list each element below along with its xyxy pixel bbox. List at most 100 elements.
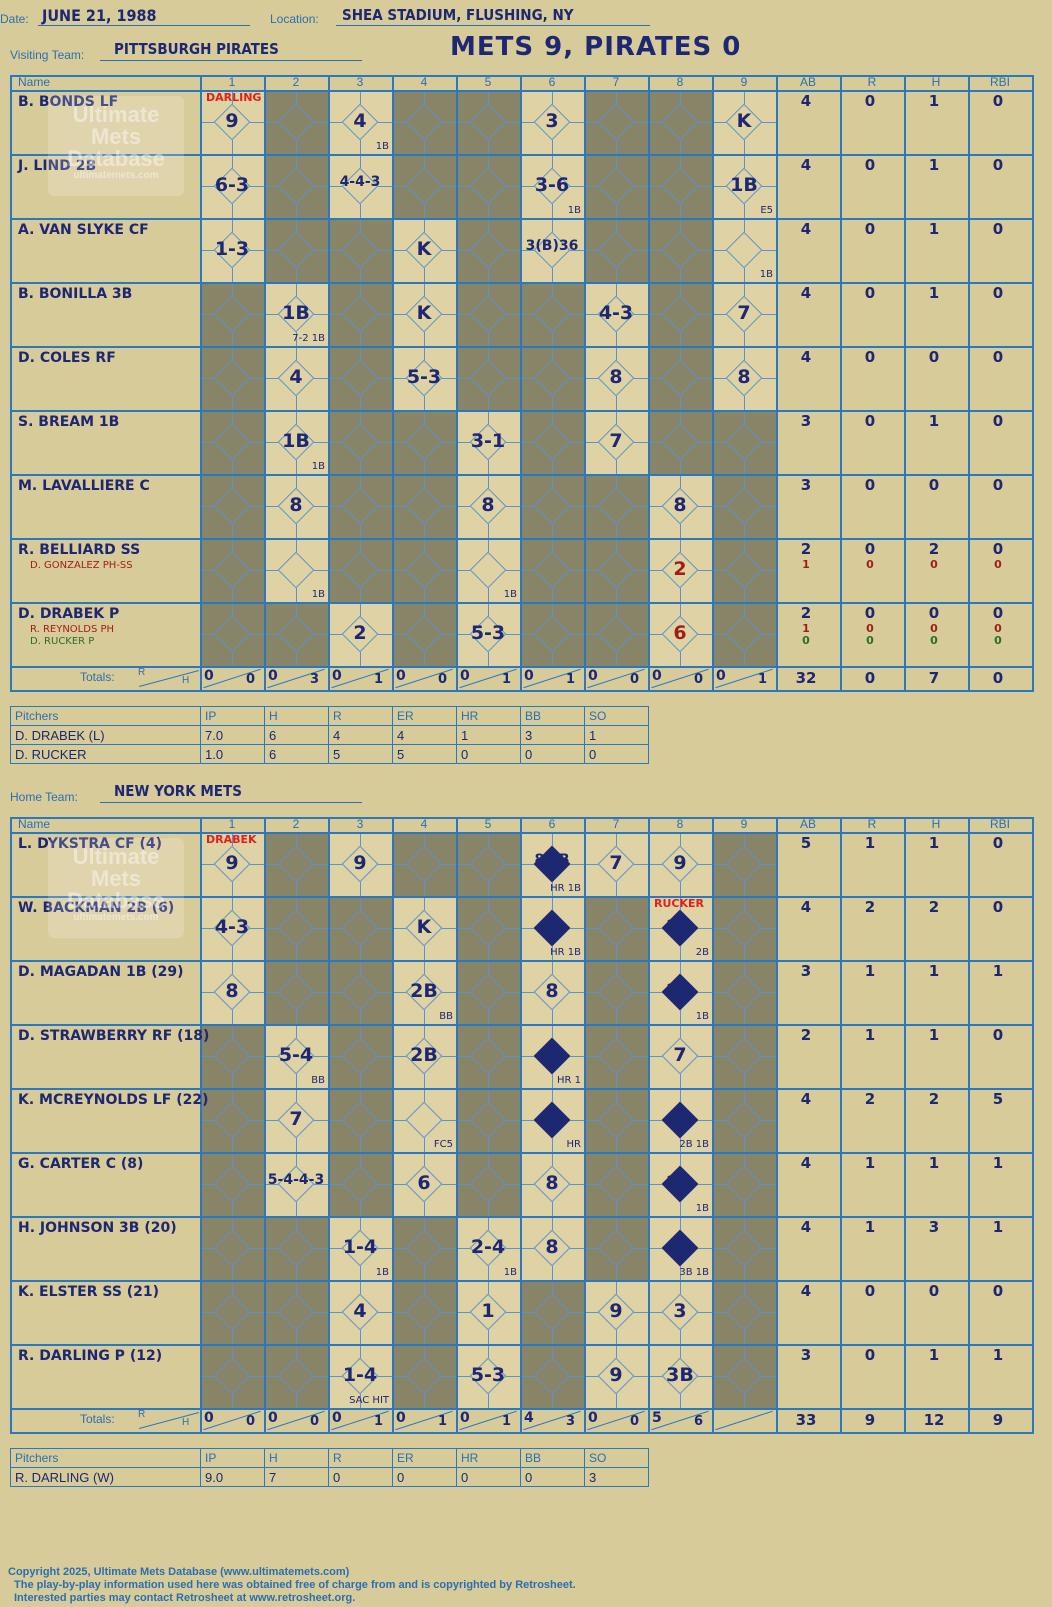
base-path-v — [232, 1280, 233, 1294]
base-diamond — [597, 103, 635, 141]
base-path-v — [424, 332, 425, 346]
base-path-v — [296, 204, 297, 218]
base-path-v — [744, 1024, 745, 1038]
base-path-h — [456, 442, 470, 443]
grid-line-v — [776, 75, 778, 692]
pitcher-row: R. DARLING (W) 9.0 7 0 0 0 0 3 — [10, 1467, 649, 1487]
play-result: 9 — [673, 852, 687, 874]
inning-hits: 0 — [310, 1414, 320, 1429]
base-path-v — [424, 882, 425, 896]
base-path-h — [456, 1184, 470, 1185]
base-path-v — [232, 1344, 233, 1358]
base-path-h — [328, 1376, 342, 1377]
base-path-h — [648, 1056, 662, 1057]
base-path-v — [232, 946, 233, 960]
base-path-v — [296, 90, 297, 104]
base-path-v — [744, 946, 745, 960]
name-header: Name — [18, 817, 51, 831]
play-note: 7-2 1B — [292, 333, 325, 344]
base-diamond — [533, 909, 571, 947]
base-path-h — [520, 506, 534, 507]
base-path-v — [296, 1216, 297, 1230]
base-path-v — [616, 410, 617, 424]
pitcher-stat: 5 — [328, 744, 393, 764]
inning-cell — [456, 960, 520, 1024]
base-path-h — [378, 250, 392, 251]
base-path-h — [250, 250, 264, 251]
pitcher-stat: 3 — [520, 725, 585, 745]
base-path-h — [712, 992, 726, 993]
base-path-h — [392, 506, 406, 507]
stat-value: 4 — [800, 1282, 812, 1300]
inning-cell — [584, 538, 648, 602]
play-result: 3(B)36 — [525, 238, 579, 254]
base-diamond — [277, 909, 315, 947]
base-path-h — [392, 634, 406, 635]
base-path-v — [360, 410, 361, 424]
base-path-h — [442, 864, 456, 865]
base-path-h — [698, 864, 712, 865]
base-path-v — [232, 1010, 233, 1024]
date-label: Date: — [0, 12, 29, 26]
base-path-v — [232, 1074, 233, 1088]
starting-pitcher-note: DRABEK — [206, 833, 257, 846]
stat-value: 0 — [864, 348, 876, 366]
inning-cell: 7 — [648, 1024, 712, 1088]
location-label: Location: — [270, 12, 319, 26]
pitcher-header-row: Pitchers IP H R ER HR BB SO — [10, 1448, 649, 1468]
base-path-h — [442, 1120, 456, 1121]
base-path-h — [520, 378, 534, 379]
base-path-h — [264, 992, 278, 993]
base-path-v — [616, 346, 617, 360]
base-path-h — [520, 992, 534, 993]
inning-cell: 4 — [264, 346, 328, 410]
play-result: 2-4 — [470, 1236, 506, 1258]
base-path-v — [616, 896, 617, 910]
base-path-v — [680, 282, 681, 296]
stat-value: 2 — [864, 898, 876, 916]
base-path-h — [442, 442, 456, 443]
inning-cell: 1-3 — [200, 218, 264, 282]
inning-cell — [520, 410, 584, 474]
inning-cell — [520, 538, 584, 602]
base-path-h — [520, 570, 534, 571]
base-path-v — [552, 960, 553, 974]
base-path-h — [570, 634, 584, 635]
copyright: Copyright 2025, Ultimate Mets Database (… — [8, 1566, 350, 1578]
base-path-v — [232, 90, 233, 104]
base-path-h — [378, 1120, 392, 1121]
relief-pitcher-note: RUCKER — [654, 897, 704, 910]
pitcher-column-header: ER — [392, 706, 457, 726]
player-name: L. DYKSTRA CF (4) — [18, 836, 163, 852]
base-path-h — [328, 1120, 342, 1121]
inning-cell: 5-3 — [456, 1344, 520, 1408]
inning-cell: 3(B)36 — [520, 218, 584, 282]
base-diamond — [597, 167, 635, 205]
inning-cell — [264, 1344, 328, 1408]
base-path-v — [296, 268, 297, 282]
inning-header: 7 — [612, 75, 620, 89]
base-path-h — [200, 314, 214, 315]
base-path-v — [488, 140, 489, 154]
base-path-v — [424, 1216, 425, 1230]
base-diamond — [277, 167, 315, 205]
base-path-h — [392, 928, 406, 929]
base-path-v — [680, 1010, 681, 1024]
base-path-v — [744, 524, 745, 538]
base-path-v — [680, 882, 681, 896]
base-path-v — [360, 282, 361, 296]
base-path-h — [698, 1184, 712, 1185]
inning-cell: 3-1 — [456, 410, 520, 474]
play-result: 8 — [609, 366, 623, 388]
play-result: 5-4-4-3 — [267, 1172, 325, 1188]
stat-value: 4 — [800, 1154, 812, 1172]
base-diamond — [661, 231, 699, 269]
base-path-h — [264, 250, 278, 251]
pitcher-column-header: H — [264, 706, 329, 726]
sub-stat-value: 0 — [802, 634, 810, 647]
base-path-h — [314, 634, 328, 635]
base-path-h — [570, 122, 584, 123]
base-path-h — [634, 186, 648, 187]
inning-cell — [328, 474, 392, 538]
base-path-h — [570, 992, 584, 993]
